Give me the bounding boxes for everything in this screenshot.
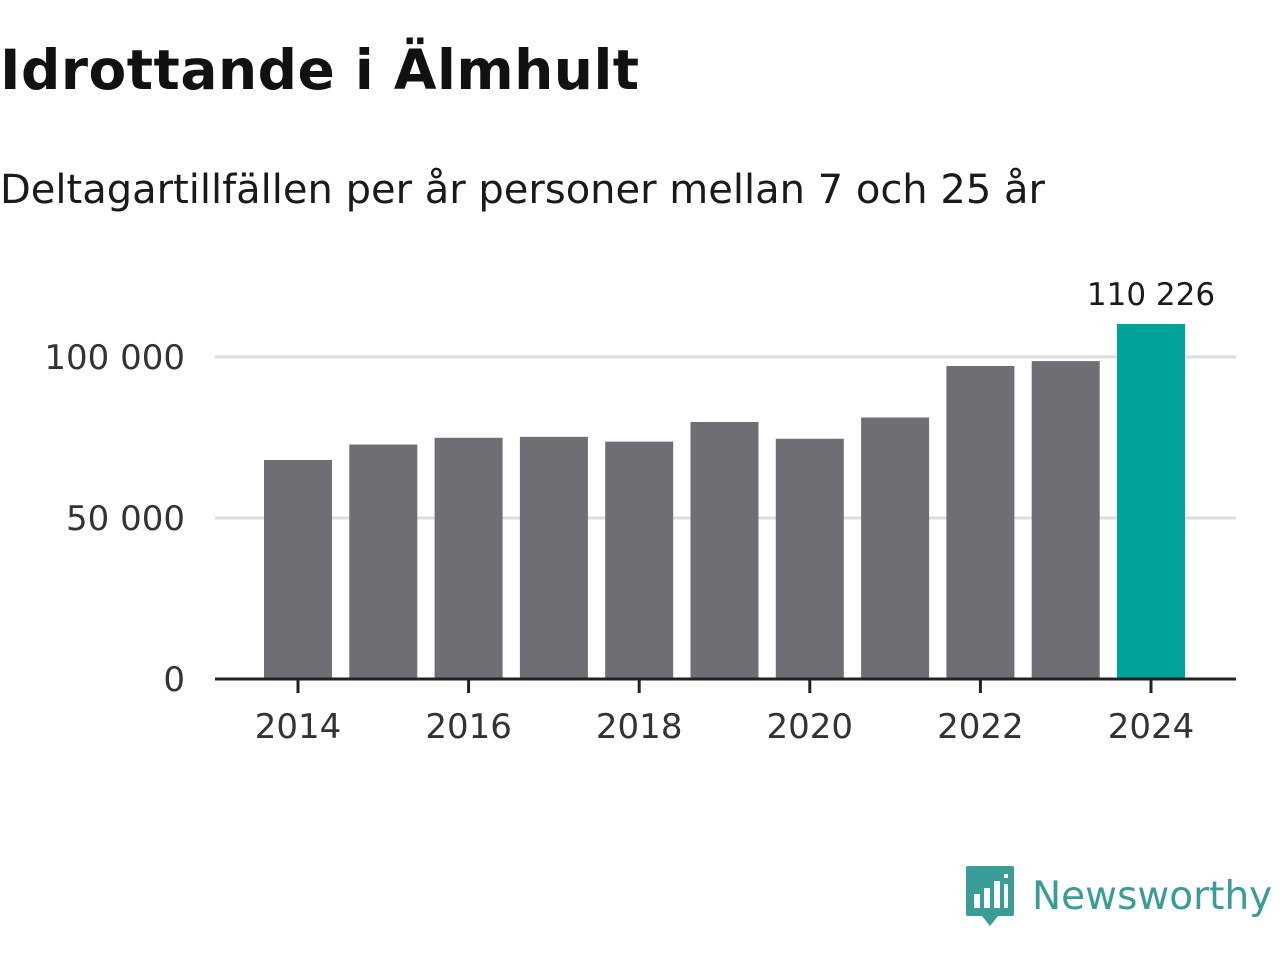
y-tick-label: 100 000: [44, 338, 185, 378]
bar-2015: [349, 444, 418, 679]
y-tick-label: 0: [163, 660, 185, 700]
bar-2020: [775, 438, 844, 679]
newsworthy-logo-icon: [966, 866, 1014, 926]
x-tick-label: 2018: [596, 707, 683, 747]
bars: [264, 324, 1185, 679]
bar-2018: [605, 441, 674, 679]
bar-2021: [861, 417, 930, 679]
bar-2024: [1117, 324, 1185, 679]
bar-2022: [946, 365, 1015, 679]
chart-subtitle: Deltagartillfällen per år personer mella…: [0, 167, 1045, 213]
bar-2017: [519, 436, 588, 679]
bar-chart: 0 50 000 100 000 2014 2016 2018 2020 2022 2024 11…: [44, 277, 1236, 747]
x-tick-label: 2014: [255, 707, 342, 747]
data-label: 110 226: [1087, 277, 1215, 313]
newsworthy-logo: Newsworthy: [964, 864, 1272, 928]
x-tick-label: 2020: [767, 707, 854, 747]
bar-2019: [690, 421, 759, 679]
chart-title: Idrottande i Älmhult: [0, 38, 640, 102]
brand-name: Newsworthy: [1032, 873, 1273, 919]
axes: [215, 677, 1236, 693]
bar-2014: [264, 459, 332, 679]
bar-2016: [434, 437, 503, 679]
bar-2023: [1031, 361, 1100, 679]
y-tick-label: 50 000: [66, 499, 185, 539]
x-tick-label: 2024: [1108, 707, 1195, 747]
labels: 0 50 000 100 000 2014 2016 2018 2020 2022 2024 11…: [44, 277, 1215, 747]
x-tick-label: 2022: [937, 707, 1024, 747]
x-tick-label: 2016: [425, 707, 512, 747]
